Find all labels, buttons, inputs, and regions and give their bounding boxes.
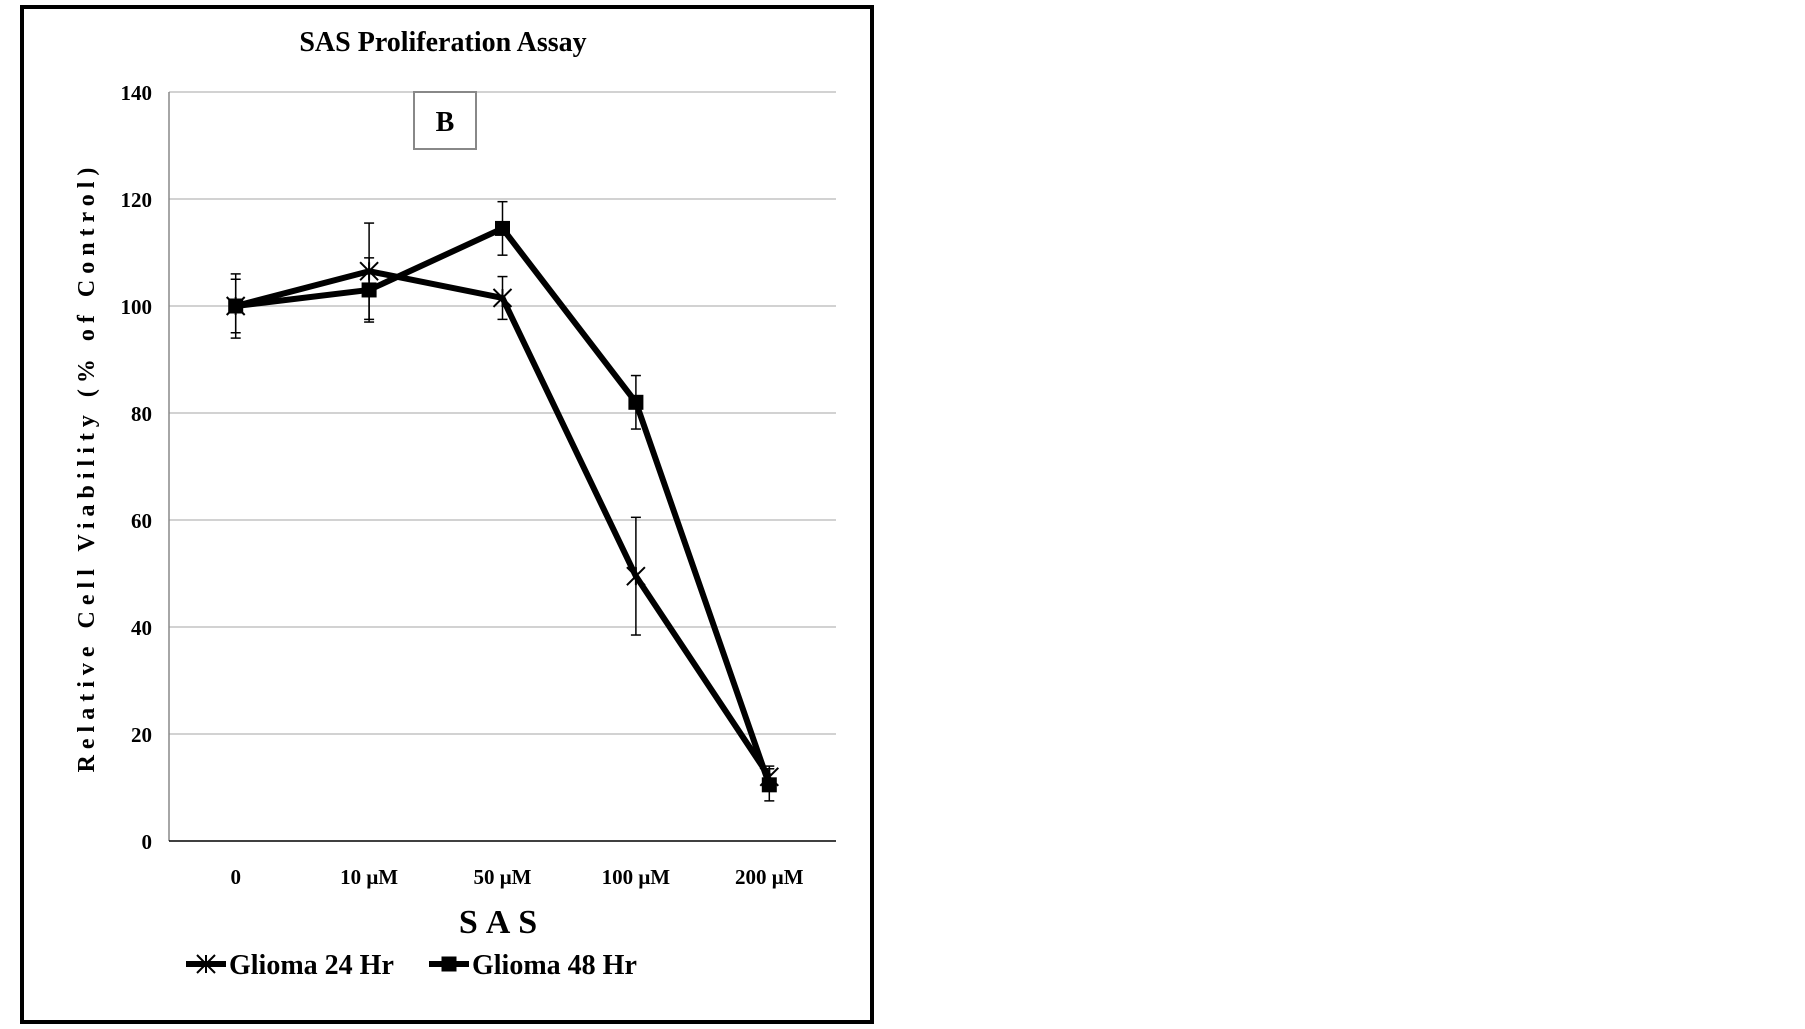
y-tick-label: 120: [121, 188, 153, 212]
y-axis-label: Relative Cell Viability (% of Control): [74, 162, 100, 773]
legend-item: Glioma 24 Hr: [186, 950, 394, 981]
gridlines: [169, 91, 836, 735]
y-tick-label: 140: [121, 81, 153, 105]
y-tick-label: 20: [131, 723, 152, 747]
x-tick-label: 0: [230, 865, 241, 889]
y-tick-label: 100: [121, 295, 153, 319]
x-tick-labels: 0 10 μM 50 μM 100 μM 200 μM: [230, 865, 803, 889]
panel-label-box: B: [413, 91, 477, 150]
data-point: [495, 220, 510, 236]
data-point: [626, 566, 646, 586]
legend-marker: [196, 954, 216, 974]
y-tick-labels: 0 20 40 60 80 100 120 140: [121, 81, 153, 854]
x-tick-label: 50 μM: [474, 865, 532, 889]
data-point: [228, 298, 244, 314]
series-2: [228, 200, 777, 802]
data-point: [761, 777, 777, 793]
panel-label: B: [436, 107, 455, 138]
legend: Glioma 24 Hr Glioma 48 Hr: [186, 950, 637, 981]
x-tick-label: 100 μM: [602, 865, 671, 889]
x-axis-label: SAS: [459, 904, 545, 941]
legend-item: Glioma 48 Hr: [429, 950, 637, 981]
y-tick-label: 80: [131, 402, 152, 426]
chart-svg: SAS Proliferation Assay 0 20 40 60 80 100 120 1…: [74, 27, 836, 981]
chart-frame: SAS Proliferation Assay 0 20 40 60 80 100 120 1…: [20, 5, 874, 1024]
series-1: [225, 222, 780, 789]
legend-marker: [441, 956, 457, 972]
legend-label: Glioma 24 Hr: [229, 950, 394, 981]
x-tick-label: 10 μM: [340, 865, 398, 889]
data-point: [628, 394, 644, 410]
chart-title: SAS Proliferation Assay: [299, 27, 586, 58]
series-line: [234, 268, 772, 779]
data-point: [361, 282, 377, 298]
legend-label: Glioma 48 Hr: [472, 950, 637, 981]
x-tick-label: 200 μM: [735, 865, 804, 889]
series-group: [225, 200, 780, 802]
y-tick-label: 0: [142, 830, 153, 854]
y-tick-label: 60: [131, 509, 152, 533]
data-point: [492, 288, 513, 308]
y-tick-label: 40: [131, 616, 152, 640]
